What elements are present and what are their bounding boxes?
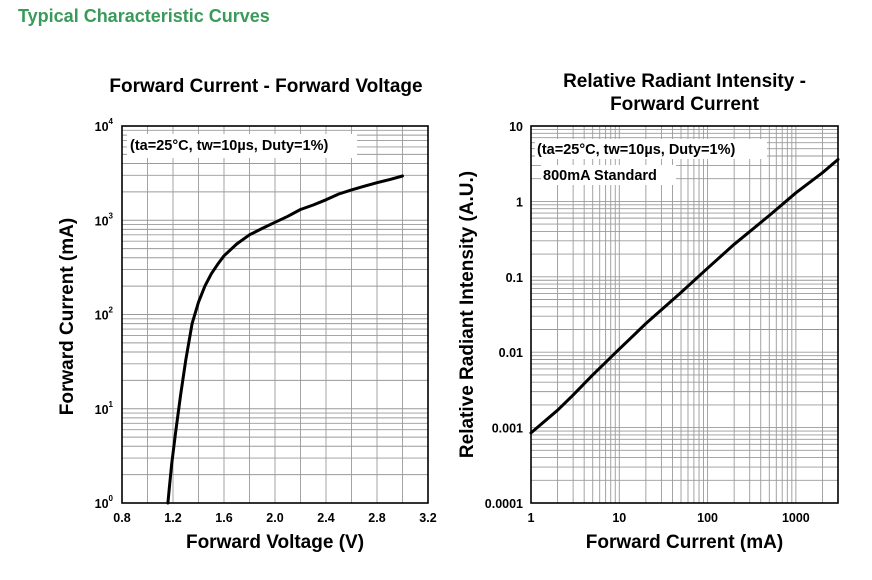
x-tick-label: 3.2 xyxy=(419,511,436,525)
y-tick-label: 0.001 xyxy=(492,422,523,436)
x-tick-label: 10 xyxy=(612,511,626,525)
chart-title-line-1: Relative Radiant Intensity - xyxy=(563,71,806,92)
x-axis-label: Forward Voltage (V) xyxy=(186,532,364,553)
y-tick-label: 0.01 xyxy=(499,346,523,360)
annotation-background xyxy=(535,139,767,159)
x-tick-label: 1000 xyxy=(782,511,810,525)
chart-radiant-intensity-current: 1 10 100 1000 0.0001 0.001 0.01 0.1 1 10 (ta=25°C,… xyxy=(457,71,840,553)
y-tick-label: 100 xyxy=(95,494,114,511)
plot-frame xyxy=(530,125,839,504)
annotation-standard: 800mA Standard xyxy=(543,168,657,184)
chart-title: Forward Current - Forward Voltage xyxy=(109,76,422,97)
chart-forward-current-voltage: 0.8 1.2 1.6 2.0 2.4 2.8 3.2 100 101 102 103 104 (ta=… xyxy=(57,76,437,553)
series-line-forward-current xyxy=(166,174,404,505)
series-line-radiant-intensity xyxy=(529,158,840,435)
x-tick-label: 1.2 xyxy=(164,511,181,525)
x-tick-label: 1 xyxy=(528,511,535,525)
x-tick-label: 2.8 xyxy=(368,511,385,525)
section-heading: Typical Characteristic Curves xyxy=(18,6,270,26)
x-axis-label: Forward Current (mA) xyxy=(586,532,783,553)
x-tick-label: 1.6 xyxy=(215,511,232,525)
y-tick-label: 1 xyxy=(516,195,523,209)
annotation-conditions: (ta=25°C, tw=10µs, Duty=1%) xyxy=(537,142,735,158)
y-axis-label: Forward Current (mA) xyxy=(57,218,78,415)
y-tick-label: 102 xyxy=(95,306,114,323)
annotation-background xyxy=(541,165,676,185)
plot-frame xyxy=(121,125,429,504)
annotation-conditions: (ta=25°C, tw=10µs, Duty=1%) xyxy=(130,138,328,154)
y-tick-label: 10 xyxy=(509,120,523,134)
y-tick-label: 104 xyxy=(95,117,114,134)
y-axis-label: Relative Radiant Intensity (A.U.) xyxy=(457,171,478,458)
x-tick-label: 100 xyxy=(697,511,718,525)
chart-title-line-2: Forward Current xyxy=(610,94,760,115)
y-tick-label: 0.1 xyxy=(506,271,523,285)
y-tick-label: 101 xyxy=(95,400,114,417)
x-tick-label: 2.0 xyxy=(266,511,283,525)
annotation-background xyxy=(127,134,357,158)
y-tick-label: 103 xyxy=(95,211,114,228)
y-tick-label: 0.0001 xyxy=(485,497,523,511)
x-tick-label: 0.8 xyxy=(113,511,130,525)
x-tick-label: 2.4 xyxy=(317,511,334,525)
